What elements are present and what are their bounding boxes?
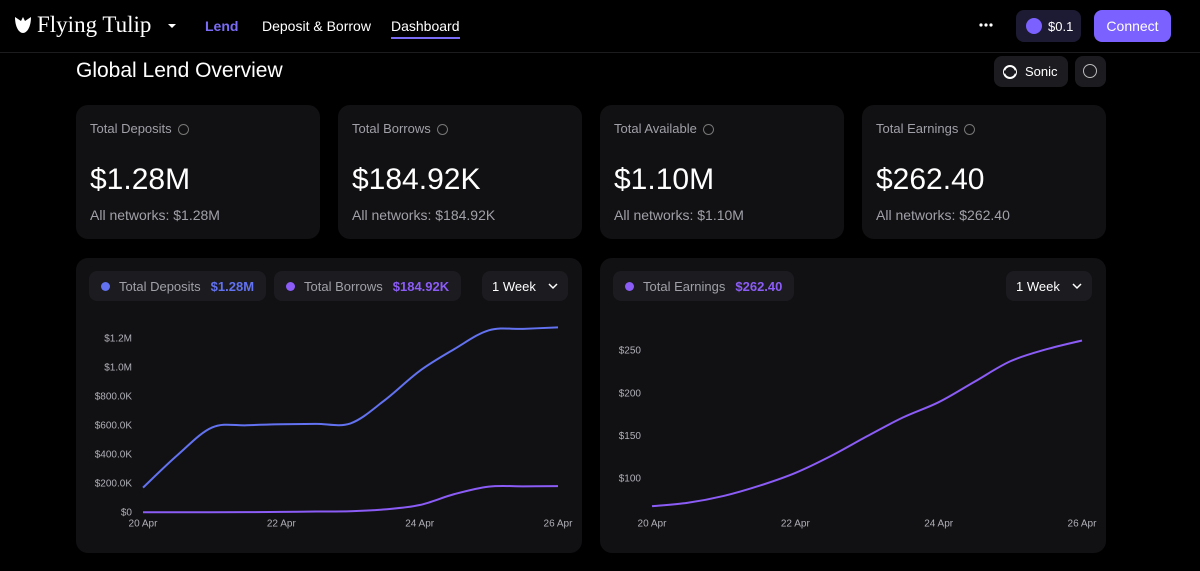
token-price: $0.1 bbox=[1048, 19, 1074, 34]
brand-menu[interactable] bbox=[167, 22, 177, 30]
legend-item[interactable]: Total Borrows $184.92K bbox=[274, 271, 462, 301]
chart: $100 $150 $200 $250 20 Apr 22 Apr 24 Apr 26 Apr bbox=[619, 339, 1098, 530]
chart-card: $0 $200.0K $400.0K $600.0K $800.0K $1.0M $1.2M… bbox=[76, 258, 582, 553]
page-title: Global Lend Overview bbox=[76, 59, 283, 82]
legend-item[interactable]: Total Deposits $1.28M bbox=[89, 271, 267, 301]
stat-sub: All networks: $184.92K bbox=[352, 207, 496, 223]
legend-dot bbox=[625, 281, 634, 291]
legend-value: $262.40 bbox=[735, 278, 783, 294]
stat-sub: All networks: $1.10M bbox=[614, 207, 744, 223]
nav-link[interactable]: Deposit & Borrow bbox=[262, 18, 371, 34]
stat-card: Total Available $1.10M All networks: $1.10… bbox=[600, 105, 844, 239]
logo bbox=[15, 17, 31, 33]
chevron bbox=[548, 283, 558, 290]
x-tick-label: 24 Apr bbox=[405, 519, 435, 530]
x-tick-label: 26 Apr bbox=[1068, 519, 1098, 530]
stat-value: $1.10M bbox=[614, 163, 715, 196]
y-tick-label: $200 bbox=[619, 388, 642, 399]
x-tick-label: 22 Apr bbox=[781, 519, 811, 530]
stat-label-text: Total Available bbox=[614, 121, 697, 136]
stat-card: Total Deposits $1.28M All networks: $1.28M bbox=[76, 105, 320, 239]
legend-name: Total Deposits bbox=[119, 278, 201, 294]
x-tick-label: 26 Apr bbox=[544, 519, 574, 530]
legend-name: Total Earnings bbox=[643, 278, 726, 294]
legend-dot bbox=[286, 281, 295, 291]
x-tick-label: 24 Apr bbox=[924, 519, 954, 530]
more-menu[interactable] bbox=[978, 22, 994, 28]
stat-label: Total Available bbox=[614, 121, 714, 136]
legend-dot bbox=[101, 281, 110, 291]
stat-label-text: Total Earnings bbox=[876, 121, 959, 136]
info-button[interactable] bbox=[1075, 56, 1106, 87]
stat-card: Total Earnings $262.40 All networks: $262.… bbox=[862, 105, 1106, 239]
stat-sub: All networks: $1.28M bbox=[90, 207, 220, 223]
stat-label: Total Borrows bbox=[352, 121, 448, 136]
stat-card: Total Borrows $184.92K All networks: $184.… bbox=[338, 105, 582, 239]
info-icon bbox=[177, 124, 189, 136]
chart: $0 $200.0K $400.0K $600.0K $800.0K $1.0M $1.2M… bbox=[95, 326, 574, 530]
y-tick-label: $0 bbox=[121, 508, 133, 519]
connect-button[interactable]: Connect bbox=[1094, 10, 1171, 42]
x-tick-label: 20 Apr bbox=[638, 519, 668, 530]
y-tick-label: $400.0K bbox=[95, 450, 133, 461]
y-tick-label: $1.0M bbox=[104, 363, 132, 374]
info-icon bbox=[436, 124, 448, 136]
stat-value: $262.40 bbox=[876, 163, 985, 196]
y-tick-label: $1.2M bbox=[104, 334, 132, 345]
network-icon bbox=[1003, 65, 1017, 79]
series-line bbox=[651, 339, 1083, 508]
top-nav: Flying Tulip Lend Deposit & Borrow Dashb… bbox=[0, 0, 1200, 53]
series-line bbox=[142, 326, 559, 489]
x-tick-label: 22 Apr bbox=[267, 519, 297, 530]
stat-label-text: Total Deposits bbox=[90, 121, 172, 136]
info-icon bbox=[702, 124, 714, 136]
legend-value: $184.92K bbox=[392, 278, 450, 294]
stat-value: $1.28M bbox=[90, 163, 191, 196]
stat-label: Total Earnings bbox=[876, 121, 976, 136]
stat-sub: All networks: $262.40 bbox=[876, 207, 1010, 223]
token-chip[interactable]: $0.1 bbox=[1016, 10, 1081, 42]
info-icon bbox=[1083, 64, 1097, 78]
legend-name: Total Borrows bbox=[304, 278, 383, 294]
nav-link[interactable]: Lend bbox=[205, 18, 239, 34]
range-label: 1 Week bbox=[492, 278, 536, 294]
chevron bbox=[1072, 283, 1082, 290]
network-name: Sonic bbox=[1025, 64, 1058, 79]
network-selector[interactable]: Sonic bbox=[994, 56, 1068, 87]
legend-value: $1.28M bbox=[210, 278, 255, 294]
stat-label: Total Deposits bbox=[90, 121, 189, 136]
range-dropdown[interactable]: 1 Week bbox=[482, 271, 568, 301]
stat-label-text: Total Borrows bbox=[352, 121, 431, 136]
range-label: 1 Week bbox=[1016, 278, 1060, 294]
stat-value: $184.92K bbox=[352, 163, 481, 196]
y-tick-label: $150 bbox=[619, 431, 642, 442]
y-tick-label: $200.0K bbox=[95, 479, 133, 490]
nav-link[interactable]: Dashboard bbox=[391, 18, 460, 39]
info-icon bbox=[964, 124, 976, 136]
y-tick-label: $800.0K bbox=[95, 392, 133, 403]
brand[interactable]: Flying Tulip bbox=[37, 12, 152, 37]
y-tick-label: $600.0K bbox=[95, 421, 133, 432]
series-line bbox=[143, 484, 559, 514]
y-tick-label: $100 bbox=[619, 474, 642, 485]
chart-card: $100 $150 $200 $250 20 Apr 22 Apr 24 Apr 26 Apr… bbox=[600, 258, 1106, 553]
token-icon bbox=[1026, 18, 1042, 34]
legend-item[interactable]: Total Earnings $262.40 bbox=[613, 271, 795, 301]
range-dropdown[interactable]: 1 Week bbox=[1006, 271, 1092, 301]
x-tick-label: 20 Apr bbox=[129, 519, 159, 530]
y-tick-label: $250 bbox=[619, 346, 642, 357]
